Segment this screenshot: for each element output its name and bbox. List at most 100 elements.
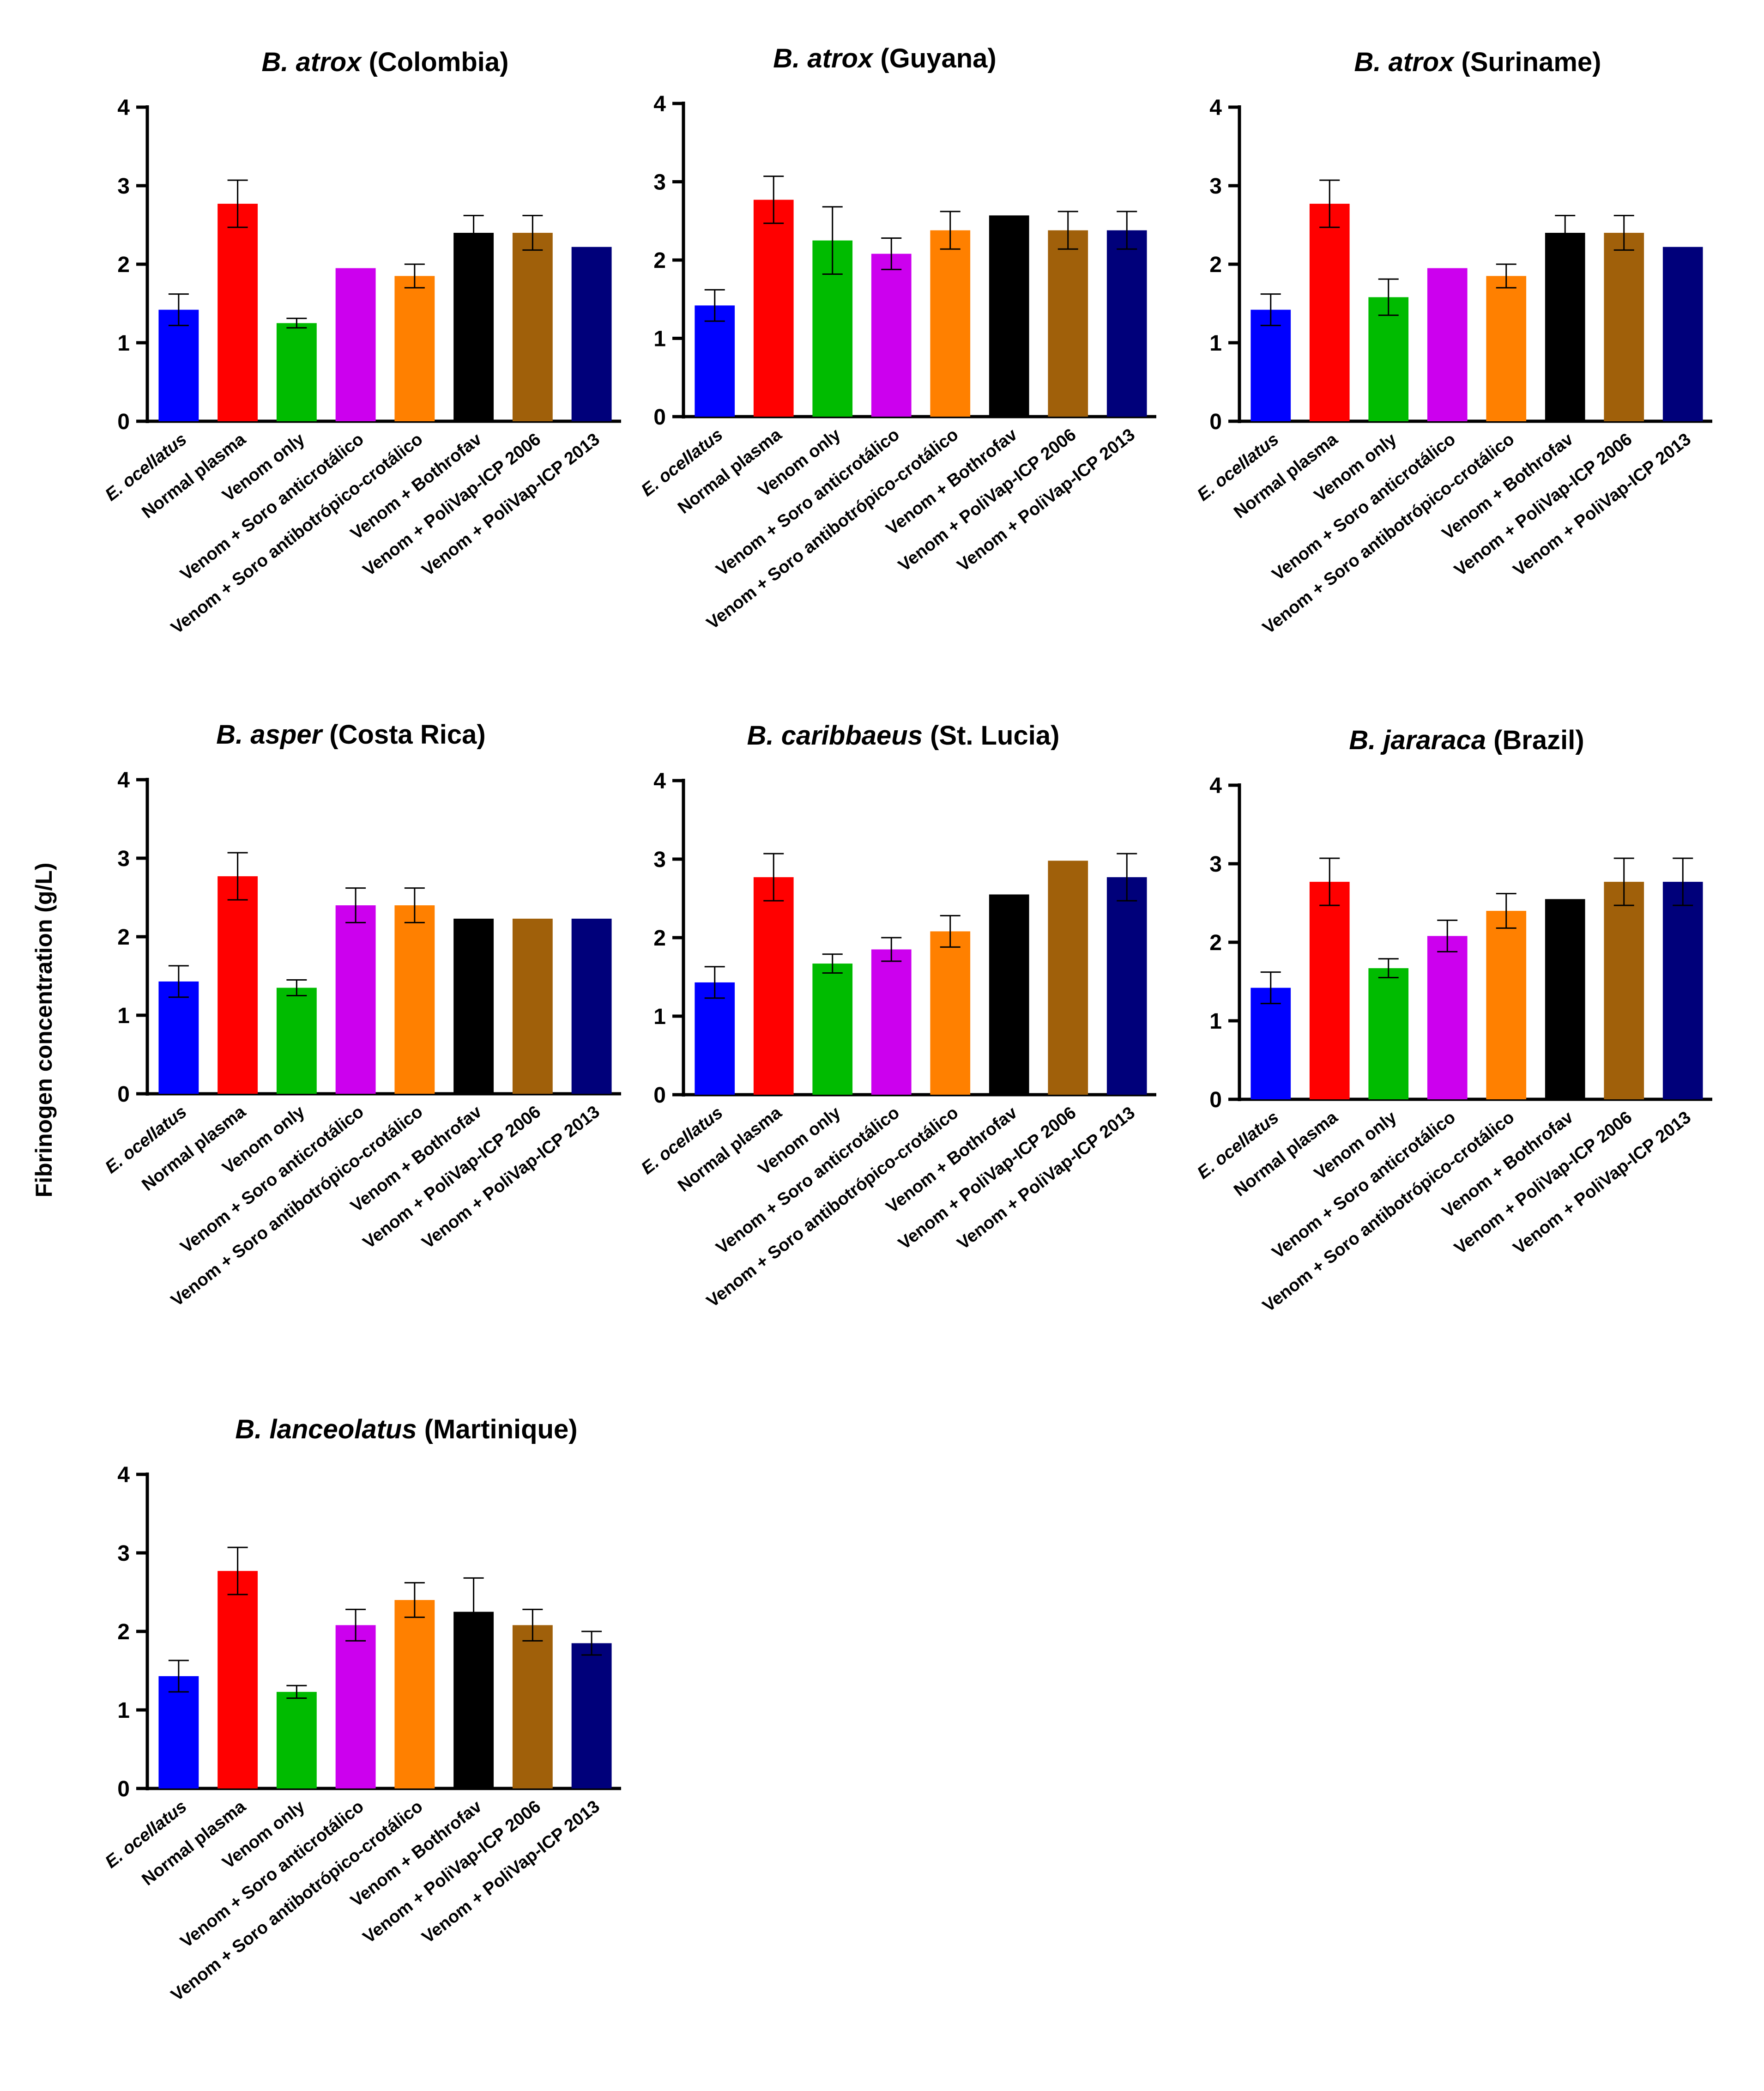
bar — [453, 233, 494, 421]
bar — [753, 200, 794, 417]
x-tick-label: Normal plasma — [674, 424, 785, 517]
bar — [394, 905, 435, 1094]
bar — [158, 981, 199, 1094]
bar — [571, 1643, 612, 1788]
bar — [276, 323, 317, 421]
bar — [753, 877, 794, 1095]
bar — [695, 982, 735, 1095]
y-tick-label: 3 — [117, 847, 130, 871]
bar — [335, 905, 376, 1094]
x-tick-label: Normal plasma — [1230, 1107, 1341, 1200]
bar — [1662, 247, 1703, 421]
y-tick-label: 3 — [1209, 174, 1222, 199]
bar — [1048, 230, 1088, 417]
bar — [512, 233, 553, 421]
y-tick-label: 2 — [117, 925, 130, 950]
chart-title-species: B. jararaca — [1349, 725, 1486, 755]
bar — [571, 918, 612, 1094]
y-tick-label: 2 — [1209, 931, 1222, 955]
bar — [512, 918, 553, 1094]
bar — [1368, 297, 1409, 421]
chart-title-region: (Brazil) — [1486, 725, 1584, 755]
bar — [1427, 268, 1468, 421]
bar — [871, 949, 912, 1095]
y-tick-label: 2 — [1209, 253, 1222, 277]
y-tick-label: 1 — [1209, 1009, 1222, 1034]
y-tick-label: 3 — [653, 848, 666, 872]
y-tick-label: 2 — [117, 253, 130, 277]
bar — [1604, 882, 1644, 1099]
chart-title-species: B. lanceolatus — [235, 1414, 417, 1444]
x-tick-label: Normal plasma — [139, 1102, 250, 1194]
bar — [1427, 936, 1468, 1099]
bar — [217, 204, 258, 421]
y-tick-label: 3 — [117, 1541, 130, 1566]
chart-title: B. atrox (Guyana) — [773, 43, 996, 73]
chart-title-region: (Colombia) — [361, 47, 508, 77]
y-tick-label: 3 — [117, 174, 130, 199]
y-tick-label: 0 — [1209, 410, 1222, 434]
y-tick-label: 4 — [653, 769, 666, 794]
bar — [1486, 911, 1527, 1099]
y-tick-label: 0 — [653, 1083, 666, 1108]
x-tick-label: Normal plasma — [1230, 429, 1341, 522]
chart-title: B. jararaca (Brazil) — [1349, 725, 1584, 755]
bar — [1048, 861, 1088, 1095]
bar — [335, 268, 376, 421]
y-tick-label: 0 — [653, 405, 666, 430]
y-tick-label: 1 — [653, 327, 666, 352]
y-tick-label: 2 — [653, 248, 666, 273]
y-tick-label: 4 — [1209, 774, 1222, 798]
y-tick-label: 4 — [653, 92, 666, 116]
chart-title-species: B. asper — [216, 720, 323, 750]
chart-title: B. asper (Costa Rica) — [216, 720, 485, 750]
chart-title-region: (Guyana) — [873, 43, 997, 73]
bar — [1604, 233, 1644, 421]
bar — [930, 931, 971, 1095]
y-tick-label: 2 — [117, 1620, 130, 1644]
bar — [1545, 899, 1585, 1099]
y-tick-label: 0 — [117, 410, 130, 434]
x-tick-label: Normal plasma — [139, 1796, 250, 1889]
chart-title: B. caribbaeus (St. Lucia) — [747, 721, 1060, 751]
y-tick-label: 1 — [117, 1698, 130, 1723]
chart-title-species: B. atrox — [773, 43, 874, 73]
chart-title-species: B. caribbaeus — [747, 721, 923, 751]
bar — [158, 309, 199, 421]
y-tick-label: 4 — [117, 1463, 130, 1487]
bar — [1106, 230, 1147, 417]
y-tick-label: 1 — [117, 331, 130, 356]
y-axis-label: Fibrinogen concentration (g/L) — [31, 863, 57, 1198]
y-tick-label: 4 — [117, 768, 130, 793]
y-tick-label: 0 — [117, 1082, 130, 1107]
bar — [158, 1676, 199, 1788]
bar — [394, 1600, 435, 1788]
bar — [930, 230, 971, 417]
bar — [276, 988, 317, 1094]
bar — [695, 305, 735, 417]
bar — [1662, 882, 1703, 1099]
bar — [1368, 968, 1409, 1099]
x-tick-label: Normal plasma — [139, 429, 250, 522]
bar — [1545, 233, 1585, 421]
bar — [1106, 877, 1147, 1095]
bar — [1251, 988, 1291, 1099]
bar — [335, 1625, 376, 1788]
bar — [812, 964, 853, 1095]
y-tick-label: 0 — [1209, 1088, 1222, 1112]
bar — [1486, 276, 1527, 421]
bar — [1309, 882, 1350, 1099]
bar — [1251, 309, 1291, 421]
y-tick-label: 3 — [653, 170, 666, 195]
chart-title-region: (Costa Rica) — [322, 720, 486, 750]
chart-title-region: (Suriname) — [1454, 47, 1601, 77]
y-tick-label: 1 — [653, 1005, 666, 1029]
bar — [394, 276, 435, 421]
